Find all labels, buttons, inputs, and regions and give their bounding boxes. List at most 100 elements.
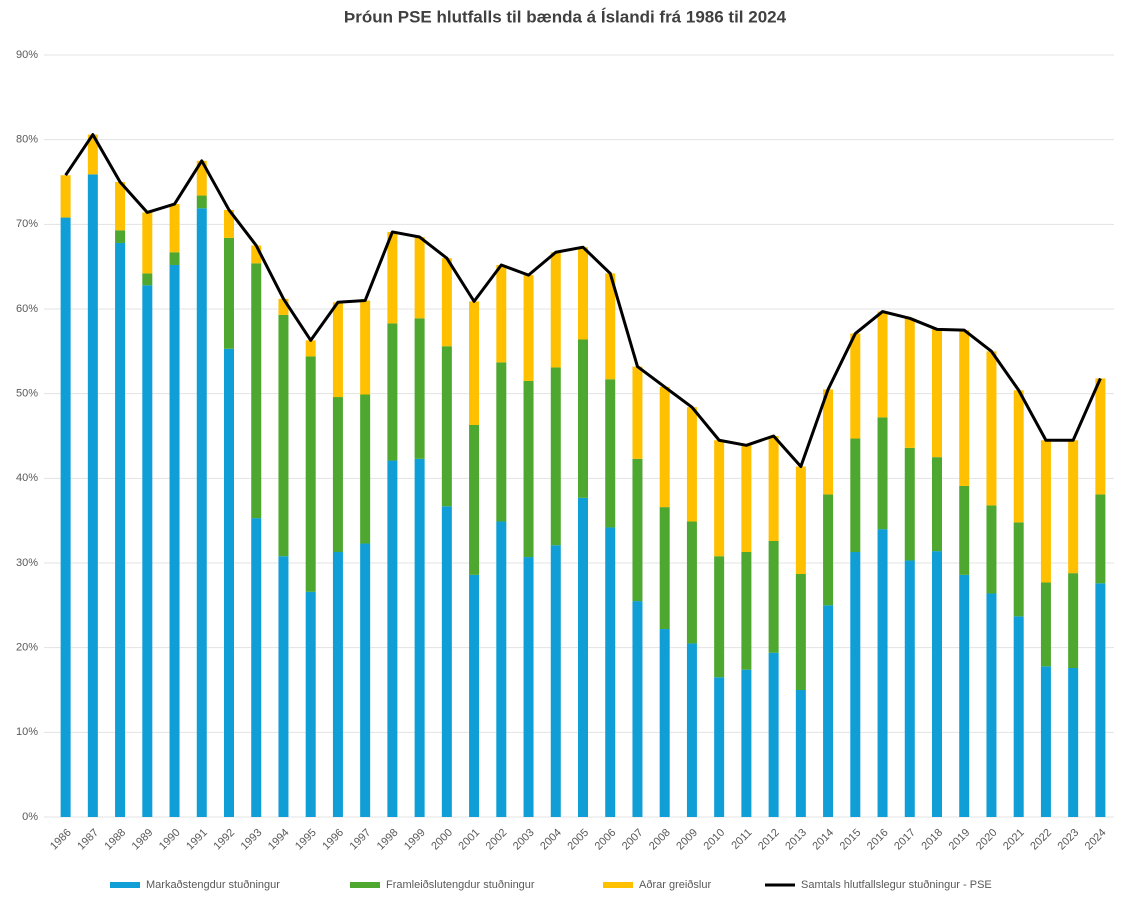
bar-segment xyxy=(224,348,234,817)
x-tick-label: 2000 xyxy=(429,827,455,853)
bar-segment xyxy=(251,263,262,519)
bar-segment xyxy=(1040,666,1051,817)
bar-segment xyxy=(469,574,480,817)
x-tick-label: 2004 xyxy=(538,827,564,853)
bar-segment xyxy=(632,601,643,817)
bar-segment xyxy=(986,593,997,817)
bar-segment xyxy=(251,518,262,817)
y-tick-label: 70% xyxy=(16,218,38,230)
legend-label: Framleiðslutengdur stuðningur xyxy=(386,879,535,891)
bar-segment xyxy=(360,300,371,395)
bar-segment xyxy=(659,507,670,630)
bar-segment xyxy=(278,314,289,557)
x-tick-label: 1995 xyxy=(293,827,319,853)
legend-swatch xyxy=(350,882,380,888)
x-tick-label: 1990 xyxy=(157,827,183,853)
bar-segment xyxy=(932,457,942,552)
bar-segment xyxy=(278,556,289,817)
bar-segment xyxy=(605,527,616,817)
bar-segment xyxy=(959,485,970,575)
bar-segment xyxy=(414,318,425,459)
bar-segment xyxy=(441,258,452,347)
y-tick-label: 10% xyxy=(16,726,38,738)
y-tick-label: 80% xyxy=(16,134,38,146)
bar-segment xyxy=(795,466,806,575)
bar-segment xyxy=(387,231,398,324)
bar-segment xyxy=(659,629,670,817)
bar-segment xyxy=(87,134,98,175)
bar-segment xyxy=(1013,616,1024,817)
bar-segment xyxy=(305,356,316,592)
bar-segment xyxy=(1013,522,1024,617)
x-tick-label: 2010 xyxy=(702,827,728,853)
bar-segment xyxy=(578,247,588,340)
bar-segment xyxy=(142,273,153,286)
legend-label: Markaðstengdur stuðningur xyxy=(146,879,280,891)
bar-segment xyxy=(1068,573,1079,668)
y-tick-label: 40% xyxy=(16,472,38,484)
bar-segment xyxy=(496,521,507,817)
bar-segment xyxy=(850,438,861,552)
x-tick-label: 1991 xyxy=(184,827,210,853)
x-tick-label: 1993 xyxy=(239,827,265,853)
bar-segment xyxy=(169,264,180,817)
x-tick-label: 2019 xyxy=(947,827,973,853)
x-tick-label: 2020 xyxy=(974,827,1000,853)
x-tick-label: 2012 xyxy=(756,827,782,853)
x-tick-label: 1994 xyxy=(266,827,292,853)
y-tick-label: 50% xyxy=(16,388,38,400)
bar-segment xyxy=(251,245,262,264)
bar-segment xyxy=(904,560,915,817)
bar-segment xyxy=(60,217,71,817)
bar-segment xyxy=(850,333,861,439)
x-tick-label: 1986 xyxy=(48,827,74,853)
bar-segment xyxy=(605,273,616,380)
x-tick-label: 1999 xyxy=(402,827,428,853)
bar-segment xyxy=(332,397,343,552)
bar-segment xyxy=(877,311,888,418)
bar-segment xyxy=(196,208,207,817)
bar-segment xyxy=(686,407,697,522)
x-tick-label: 2003 xyxy=(511,827,537,853)
x-tick-label: 1989 xyxy=(130,827,156,853)
legend-swatch xyxy=(110,882,140,888)
bar-segment xyxy=(768,652,779,817)
bar-segment xyxy=(877,529,888,817)
bar-segment xyxy=(550,545,561,817)
bar-segment xyxy=(469,424,480,575)
bar-segment xyxy=(169,252,180,265)
x-tick-label: 2011 xyxy=(729,827,754,852)
x-tick-label: 1998 xyxy=(375,827,401,853)
y-tick-label: 0% xyxy=(22,811,38,823)
x-tick-label: 1997 xyxy=(348,827,374,853)
x-tick-label: 2018 xyxy=(919,827,945,853)
bar-segment xyxy=(768,436,779,541)
bar-segment xyxy=(496,264,507,363)
bar-segment xyxy=(741,669,752,817)
x-tick-label: 1988 xyxy=(102,827,128,853)
y-tick-label: 90% xyxy=(16,49,38,61)
bar-segment xyxy=(360,394,371,544)
bar-segment xyxy=(986,351,997,506)
bar-segment xyxy=(795,574,806,690)
y-tick-label: 30% xyxy=(16,557,38,569)
x-tick-label: 2001 xyxy=(456,827,482,853)
x-tick-label: 2022 xyxy=(1028,827,1054,853)
bar-segment xyxy=(142,285,153,817)
bar-segment xyxy=(196,195,207,209)
bar-segment xyxy=(523,557,534,817)
x-tick-label: 2013 xyxy=(783,827,809,853)
chart-title: Þróun PSE hlutfalls til bænda á Íslandi … xyxy=(344,7,787,26)
bar-segment xyxy=(714,440,725,557)
bar-segment xyxy=(795,690,806,817)
bar-segment xyxy=(714,677,725,817)
bar-segment xyxy=(305,340,316,357)
bar-segment xyxy=(768,540,779,653)
bar-segment xyxy=(877,417,888,530)
bar-segment xyxy=(1040,440,1051,583)
y-tick-label: 20% xyxy=(16,642,38,654)
bar-segment xyxy=(1068,667,1079,817)
bar-segment xyxy=(142,212,153,274)
bar-segment xyxy=(441,506,452,817)
